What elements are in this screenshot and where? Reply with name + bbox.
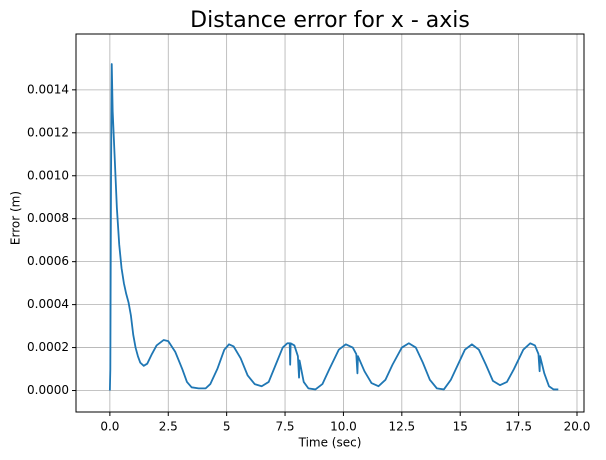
y-tick-label: 0.0006 [27,254,69,268]
x-tick-label: 15 [453,420,468,434]
x-tick-label: 7.5 [275,420,294,434]
chart-title: Distance error for x - axis [190,8,470,33]
x-tick-label: 10.0 [330,420,357,434]
x-axis-label: Time (sec) [298,436,362,450]
plot-frame [75,33,585,413]
y-tick-label: 0.0008 [27,211,69,225]
y-tick-label: 0.0012 [27,125,69,139]
y-tick-label: 0.0004 [27,297,69,311]
x-tick-label: 20.0 [564,420,591,434]
y-tick-label: 0.0000 [27,383,69,397]
x-tick-label: 12.5 [388,420,415,434]
y-tick-label: 0.0010 [27,168,69,182]
x-tick-label: 0.0 [100,420,119,434]
y-tick-label: 0.0002 [27,340,69,354]
y-axis-label: Error (m) [9,191,23,245]
x-tick-label: 2.5 [159,420,178,434]
x-tick-label: 17.5 [505,420,532,434]
data-line [108,63,559,391]
y-tick-label: 0.0014 [27,82,69,96]
x-tick-label: 5 [223,420,231,434]
